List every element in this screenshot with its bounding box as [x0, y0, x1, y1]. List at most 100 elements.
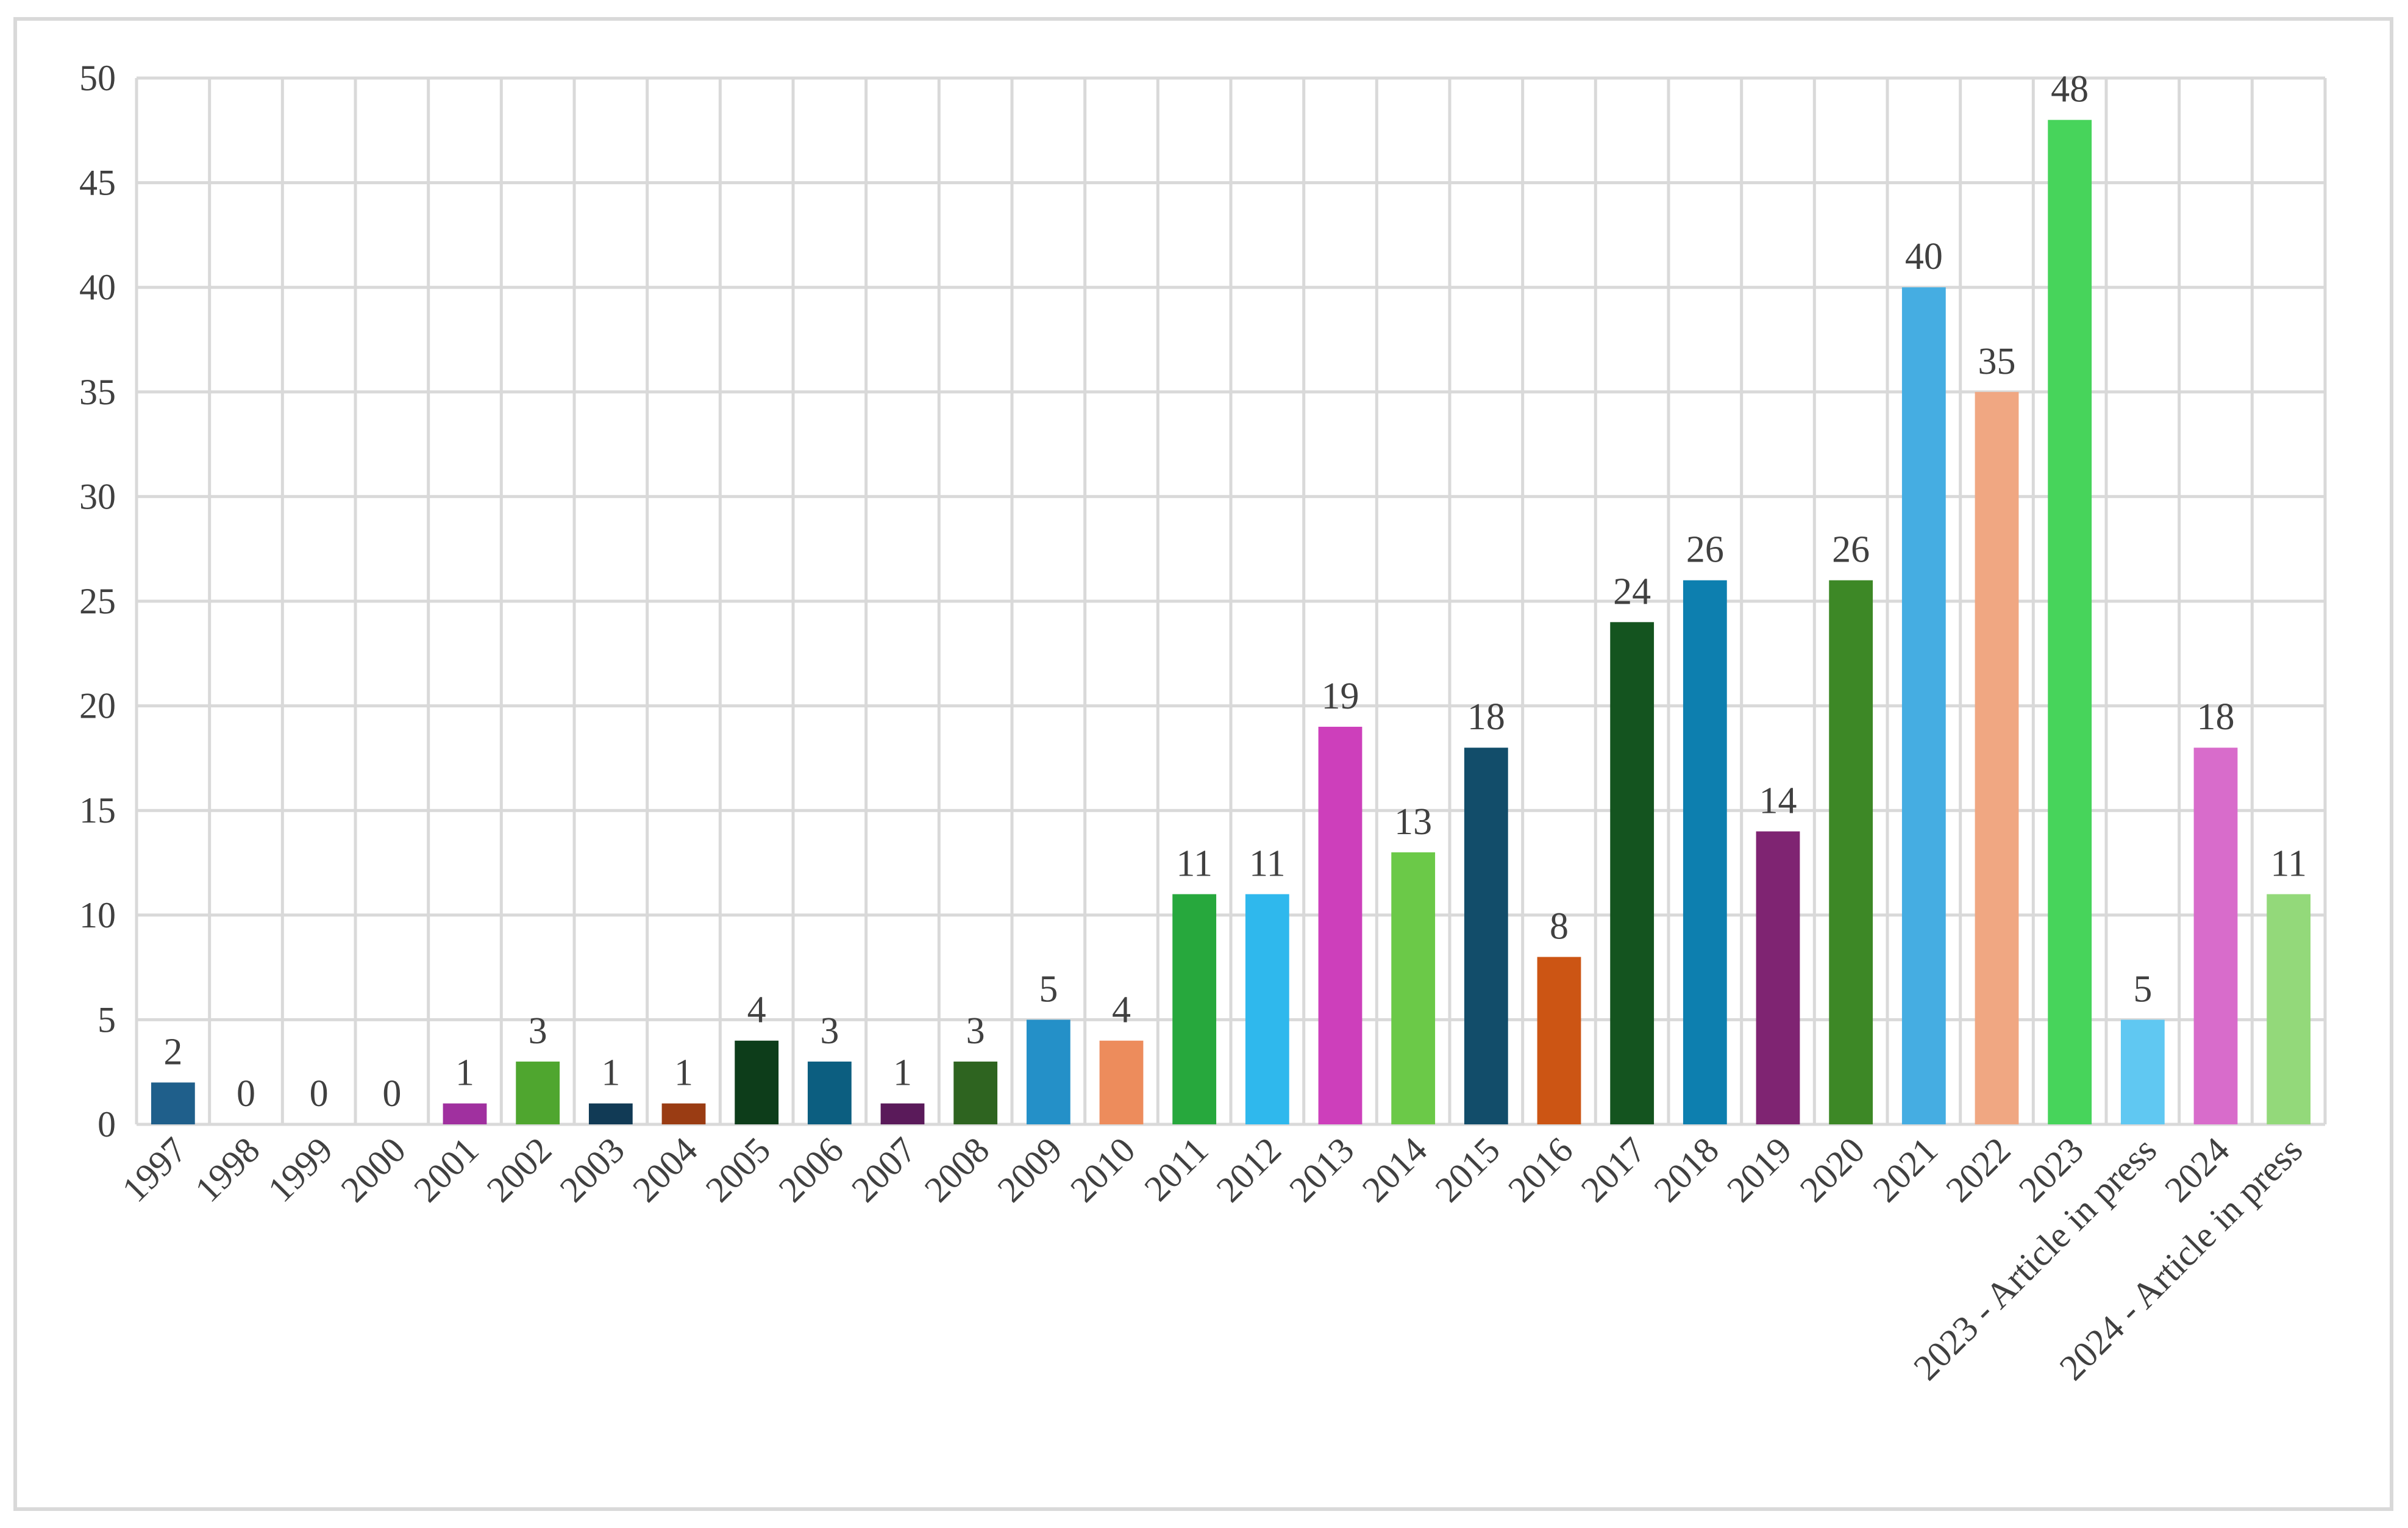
y-tick-label: 30	[79, 476, 116, 516]
y-tick-label: 10	[79, 895, 116, 935]
bar	[1099, 1040, 1144, 1124]
bar	[1318, 726, 1363, 1124]
x-tick-label: 2006	[771, 1130, 852, 1210]
bar	[1464, 748, 1508, 1124]
x-tick-label: 2011	[1136, 1130, 1216, 1209]
bar	[1683, 580, 1727, 1124]
data-label: 35	[1978, 341, 2016, 382]
y-tick-label: 50	[79, 58, 116, 98]
data-label: 3	[820, 1010, 839, 1052]
x-tick-label: 2009	[990, 1130, 1070, 1210]
bar	[516, 1062, 560, 1124]
y-tick-label: 45	[79, 163, 116, 203]
bar	[1829, 580, 1873, 1124]
bar	[151, 1082, 195, 1124]
x-tick-label: 2008	[917, 1130, 997, 1210]
data-label: 26	[1686, 529, 1724, 571]
data-label: 1	[601, 1052, 620, 1094]
x-tick-label: 2014	[1355, 1130, 1435, 1210]
data-label: 3	[966, 1010, 985, 1052]
x-tick-label: 2022	[1938, 1130, 2018, 1210]
bar	[2120, 1019, 2165, 1124]
bar	[1610, 622, 1655, 1124]
bar	[1245, 894, 1289, 1124]
y-tick-label: 0	[98, 1104, 116, 1144]
data-label: 18	[1467, 696, 1505, 738]
bar	[443, 1103, 487, 1124]
data-label: 5	[1039, 968, 1058, 1010]
data-label: 4	[1112, 990, 1131, 1031]
data-label: 1	[893, 1052, 912, 1094]
grid-lines	[135, 76, 2327, 1126]
data-label: 11	[1176, 843, 1213, 884]
data-label: 48	[2051, 69, 2089, 110]
bar	[2267, 894, 2311, 1124]
data-label: 5	[2133, 968, 2152, 1010]
x-tick-label: 2020	[1792, 1130, 1873, 1210]
y-tick-label: 20	[79, 686, 116, 726]
data-label: 18	[2197, 696, 2235, 738]
data-label: 11	[2270, 843, 2307, 884]
bar	[880, 1103, 925, 1124]
y-tick-label: 5	[98, 999, 116, 1040]
x-tick-label: 2002	[479, 1130, 560, 1210]
data-label: 2	[163, 1031, 182, 1073]
data-label: 4	[747, 990, 766, 1031]
data-label: 0	[310, 1073, 329, 1115]
bar	[953, 1062, 998, 1124]
x-tick-label: 2004	[625, 1130, 705, 1210]
data-label: 1	[674, 1052, 693, 1094]
data-label: 0	[237, 1073, 255, 1115]
x-tick-label: 2005	[698, 1130, 778, 1210]
x-tick-label: 2015	[1428, 1130, 1508, 1210]
bar	[735, 1040, 779, 1124]
x-tick-label: 1997	[115, 1130, 195, 1210]
data-label: 11	[1249, 843, 1286, 884]
bar	[2048, 120, 2092, 1124]
data-label: 0	[382, 1073, 401, 1115]
data-label: 19	[1322, 676, 1359, 717]
data-label: 1	[455, 1052, 474, 1094]
bar	[1172, 894, 1217, 1124]
bars	[151, 120, 2311, 1125]
x-tick-label: 2019	[1719, 1130, 1800, 1210]
bar	[2193, 748, 2238, 1124]
data-label: 3	[529, 1010, 547, 1052]
x-tick-label: 2012	[1209, 1130, 1289, 1210]
x-tick-label: 2013	[1281, 1130, 1362, 1210]
data-label: 24	[1613, 571, 1651, 612]
x-tick-label: 2000	[333, 1130, 414, 1210]
chart-frame: 0 5 10 15 20 25 30 35 40 45 50 2 0 0 0 1 3 1 1 4 3 1 3 5 4 11 11 1…	[13, 17, 2393, 1511]
data-label: 26	[1832, 529, 1870, 571]
x-tick-label: 2018	[1647, 1130, 1727, 1210]
y-tick-label: 40	[79, 267, 116, 307]
bar	[1975, 391, 2019, 1124]
bar	[1901, 287, 1946, 1125]
x-tick-label: 2010	[1063, 1130, 1143, 1210]
x-tick-label: 2016	[1500, 1130, 1581, 1210]
x-tick-label: 2007	[844, 1130, 924, 1210]
x-tick-label: 2001	[406, 1130, 486, 1210]
x-axis-categories: 1997199819992000200120022003200420052006…	[115, 1130, 2310, 1388]
bar	[1756, 831, 1800, 1124]
bar	[1026, 1019, 1070, 1124]
bar	[588, 1103, 633, 1124]
data-label: 14	[1759, 780, 1797, 822]
data-label: 8	[1550, 905, 1569, 947]
bar	[1537, 957, 1581, 1124]
y-tick-label: 35	[79, 372, 116, 412]
y-tick-label: 25	[79, 581, 116, 621]
x-tick-label: 1999	[260, 1130, 341, 1210]
x-tick-label: 1998	[187, 1130, 268, 1210]
y-tick-label: 15	[79, 790, 116, 830]
x-tick-label: 2021	[1865, 1130, 1946, 1210]
x-tick-label: 2003	[552, 1130, 633, 1210]
bar	[661, 1103, 706, 1124]
bar	[807, 1062, 852, 1124]
data-label: 40	[1905, 236, 1943, 277]
data-label: 13	[1394, 801, 1432, 843]
bar	[1391, 852, 1436, 1124]
x-tick-label: 2017	[1573, 1130, 1654, 1210]
